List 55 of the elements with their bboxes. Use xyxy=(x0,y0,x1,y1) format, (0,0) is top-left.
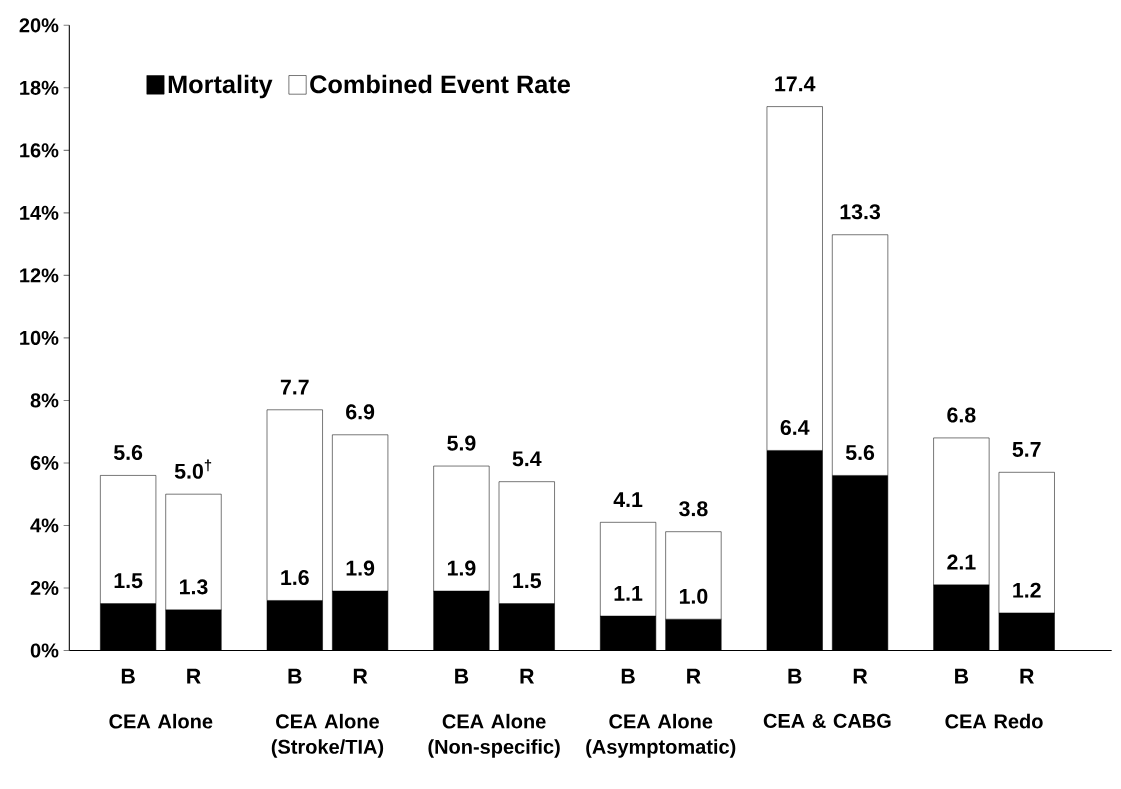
total-label: 5.6 xyxy=(113,444,143,461)
text: CEA Redo xyxy=(945,713,1043,729)
y-tick-label: 16% xyxy=(20,143,59,158)
total-label: 6.9 xyxy=(346,404,375,420)
total-label: 3.8 xyxy=(679,501,708,517)
y-tick-label: 12% xyxy=(20,268,59,283)
data-label: 1.6 xyxy=(281,569,309,586)
data-label: 6.4 xyxy=(780,419,810,435)
y-tick-label: 4% xyxy=(30,518,59,533)
total-label: 5.9 xyxy=(447,435,476,451)
x-tick-label: B xyxy=(621,668,635,684)
data-label: 1.0 xyxy=(679,588,708,604)
x-tick-label: B xyxy=(955,668,969,684)
total-label: 5.0$^{†}$ xyxy=(174,459,212,479)
y-tick-label: 0% xyxy=(30,643,59,658)
total-label: 5.7 xyxy=(1012,442,1041,457)
x-tick-label: R xyxy=(520,668,535,684)
data-label: 1.1 xyxy=(614,585,643,601)
x-tick-label: B xyxy=(288,668,302,684)
text: CEA Alone (Asymptomatic) xyxy=(586,713,736,758)
x-tick-label: R xyxy=(187,668,201,684)
text: CEA & CABG xyxy=(763,713,891,728)
y-tick-label: 10% xyxy=(20,330,59,345)
y-tick-label: 8% xyxy=(30,393,59,408)
data-label: 1.3 xyxy=(180,579,208,595)
data-label: 5.6 xyxy=(845,444,875,461)
x-tick-label: B xyxy=(121,668,135,684)
y-tick-label: 2% xyxy=(30,580,59,595)
data-label: 1.2 xyxy=(1013,582,1041,598)
total-label: 17.4 xyxy=(775,76,816,92)
x-tick-label: R xyxy=(353,668,368,684)
data-label: 1.5 xyxy=(513,573,542,589)
legend-label: Combined Event Rate xyxy=(310,74,570,94)
data-label: 1.9 xyxy=(447,560,476,576)
x-tick-label: R xyxy=(1020,668,1034,684)
text: CEA Alone (Stroke/TIA) xyxy=(271,713,384,758)
x-tick-label: B xyxy=(455,668,469,684)
x-tick-label: B xyxy=(788,668,802,684)
data-label: 1.9 xyxy=(346,560,375,576)
total-label: 7.7 xyxy=(280,379,309,395)
total-label: 13.3 xyxy=(840,204,881,220)
text: CEA Alone (Non-specific) xyxy=(428,713,560,758)
text: CEA Alone xyxy=(109,713,213,729)
total-label: 5.4 xyxy=(512,451,542,467)
total-label: 6.8 xyxy=(947,407,976,423)
total-label: 4.1 xyxy=(613,492,643,507)
y-tick-label: 14% xyxy=(20,205,59,220)
y-tick-label: 20% xyxy=(19,18,59,33)
x-tick-label: R xyxy=(687,668,701,684)
y-tick-label: 18% xyxy=(20,80,59,95)
legend-label: Mortality xyxy=(168,74,273,99)
data-label: 2.1 xyxy=(947,554,976,570)
data-label: 1.5 xyxy=(114,573,143,589)
x-tick-label: R xyxy=(853,668,868,684)
y-tick-label: 6% xyxy=(30,455,59,470)
